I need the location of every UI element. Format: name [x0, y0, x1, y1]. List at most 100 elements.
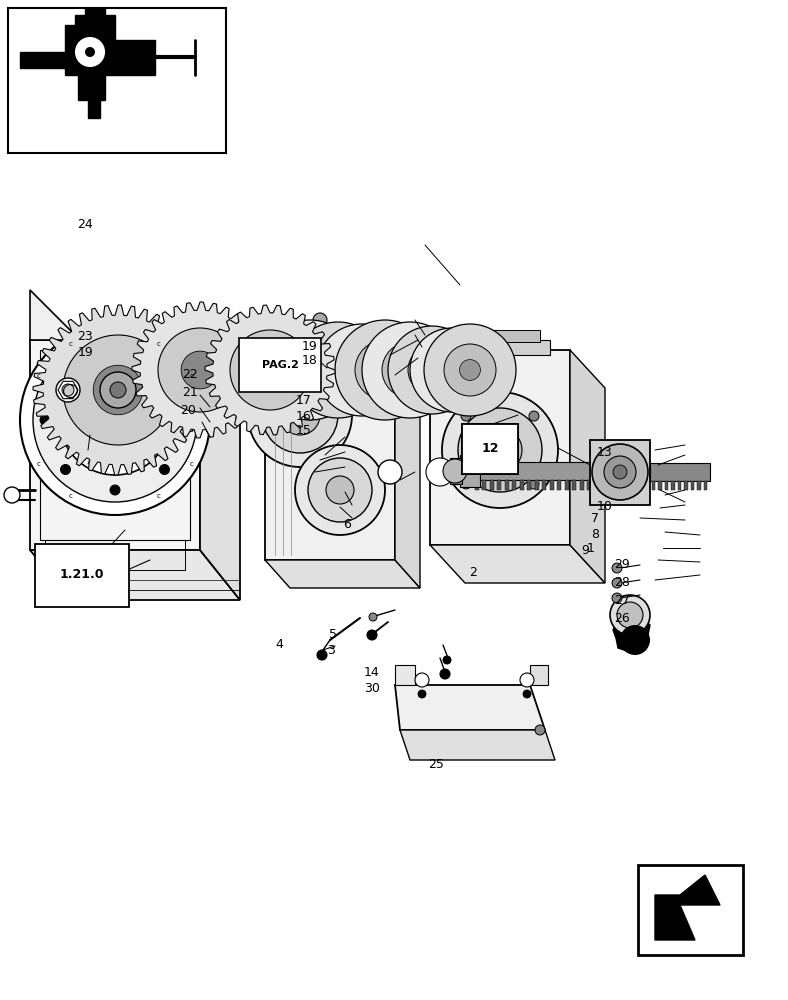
- Polygon shape: [395, 330, 420, 588]
- Circle shape: [378, 460, 402, 484]
- Circle shape: [159, 464, 169, 474]
- Circle shape: [415, 673, 429, 687]
- Circle shape: [443, 656, 451, 664]
- Text: 20: 20: [180, 404, 195, 418]
- Polygon shape: [30, 340, 200, 550]
- Circle shape: [443, 459, 467, 483]
- Circle shape: [61, 366, 70, 376]
- Text: 21: 21: [182, 386, 198, 399]
- Text: c: c: [157, 493, 161, 499]
- Polygon shape: [460, 330, 540, 342]
- Polygon shape: [20, 52, 65, 68]
- Polygon shape: [685, 481, 688, 490]
- Text: 15: 15: [296, 424, 311, 436]
- Text: 11: 11: [484, 442, 500, 454]
- Circle shape: [617, 602, 643, 628]
- Polygon shape: [115, 40, 155, 75]
- Polygon shape: [475, 480, 479, 490]
- Text: 2: 2: [469, 566, 477, 578]
- Circle shape: [310, 342, 366, 398]
- Polygon shape: [512, 480, 516, 490]
- Polygon shape: [33, 305, 203, 475]
- Circle shape: [430, 348, 474, 392]
- Polygon shape: [542, 480, 547, 490]
- Polygon shape: [475, 462, 640, 480]
- Circle shape: [76, 38, 104, 66]
- Circle shape: [410, 328, 494, 412]
- Text: 18: 18: [302, 355, 318, 367]
- Polygon shape: [497, 480, 501, 490]
- Circle shape: [290, 322, 386, 418]
- Text: 3: 3: [327, 644, 335, 656]
- Text: 17: 17: [296, 394, 311, 408]
- Text: 22: 22: [182, 367, 198, 380]
- Polygon shape: [610, 480, 614, 490]
- Circle shape: [110, 345, 120, 355]
- Polygon shape: [678, 481, 682, 490]
- Text: ○: ○: [61, 380, 79, 399]
- Circle shape: [612, 578, 622, 588]
- Polygon shape: [625, 480, 629, 490]
- Polygon shape: [132, 302, 268, 438]
- Text: 25: 25: [428, 758, 444, 770]
- Circle shape: [63, 335, 173, 445]
- Polygon shape: [573, 480, 577, 490]
- Circle shape: [33, 338, 197, 502]
- Circle shape: [399, 359, 422, 381]
- Text: 24: 24: [77, 219, 93, 232]
- Circle shape: [408, 346, 456, 394]
- Circle shape: [181, 351, 219, 389]
- Polygon shape: [65, 25, 115, 75]
- Text: 19: 19: [77, 347, 93, 360]
- Polygon shape: [650, 463, 710, 481]
- Circle shape: [308, 458, 372, 522]
- Circle shape: [336, 344, 388, 396]
- Text: c: c: [69, 493, 73, 499]
- Text: 6: 6: [343, 518, 351, 530]
- Circle shape: [610, 595, 650, 635]
- Polygon shape: [30, 550, 240, 600]
- Bar: [638, 865, 743, 955]
- Circle shape: [252, 352, 288, 388]
- Circle shape: [461, 411, 471, 421]
- Polygon shape: [697, 481, 701, 490]
- Polygon shape: [520, 480, 524, 490]
- Circle shape: [317, 650, 327, 660]
- Text: c: c: [157, 341, 161, 347]
- Bar: [40, 350, 190, 540]
- Circle shape: [75, 380, 155, 460]
- Polygon shape: [665, 481, 668, 490]
- Circle shape: [93, 365, 143, 415]
- Circle shape: [230, 330, 310, 410]
- Polygon shape: [200, 340, 240, 600]
- Bar: [45, 540, 185, 570]
- Polygon shape: [530, 665, 548, 685]
- Circle shape: [382, 342, 438, 398]
- Text: PAG.2: PAG.2: [262, 360, 299, 370]
- Circle shape: [110, 485, 120, 495]
- Circle shape: [313, 313, 327, 327]
- Polygon shape: [557, 480, 562, 490]
- Polygon shape: [580, 480, 584, 490]
- Polygon shape: [588, 480, 592, 490]
- Circle shape: [295, 445, 385, 535]
- Text: 16: 16: [296, 410, 311, 422]
- Circle shape: [612, 563, 622, 573]
- Text: c: c: [37, 373, 41, 379]
- Text: 9: 9: [581, 544, 589, 558]
- Circle shape: [56, 378, 80, 402]
- Polygon shape: [652, 481, 656, 490]
- Polygon shape: [527, 480, 531, 490]
- Circle shape: [351, 360, 373, 380]
- Circle shape: [422, 360, 441, 380]
- Circle shape: [369, 613, 377, 621]
- Circle shape: [20, 325, 210, 515]
- Polygon shape: [655, 875, 720, 940]
- Polygon shape: [395, 665, 415, 685]
- Text: 8: 8: [591, 528, 599, 540]
- Polygon shape: [603, 480, 607, 490]
- Circle shape: [60, 365, 170, 475]
- Text: 28: 28: [614, 576, 630, 588]
- Polygon shape: [613, 615, 650, 652]
- Polygon shape: [659, 481, 662, 490]
